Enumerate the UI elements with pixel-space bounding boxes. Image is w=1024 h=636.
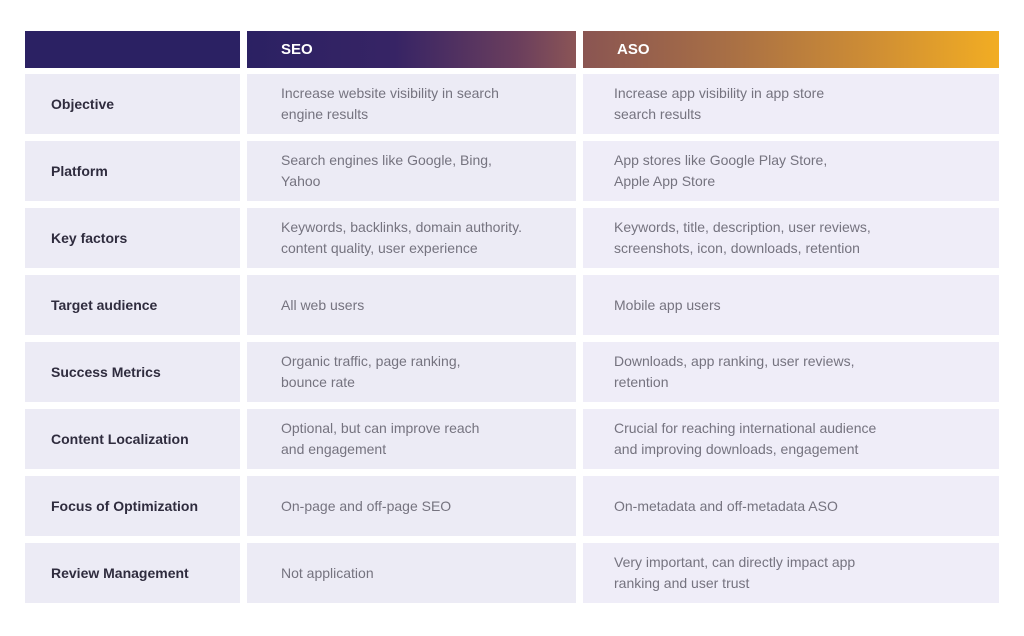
aso-cell: On-metadata and off-metadata ASO [583, 476, 999, 536]
row-label: Success Metrics [25, 342, 240, 402]
seo-cell: Search engines like Google, Bing, Yahoo [247, 141, 576, 201]
aso-cell: Downloads, app ranking, user reviews, re… [583, 342, 999, 402]
aso-cell: Mobile app users [583, 275, 999, 335]
table-row-content-localization: Content Localization Optional, but can i… [25, 409, 999, 469]
row-label: Target audience [25, 275, 240, 335]
header-aso-label: ASO [617, 41, 650, 58]
aso-cell: Crucial for reaching international audie… [583, 409, 999, 469]
header-corner-cell [25, 31, 240, 68]
seo-cell: Increase website visibility in search en… [247, 74, 576, 134]
seo-cell: Optional, but can improve reach and enga… [247, 409, 576, 469]
row-label: Content Localization [25, 409, 240, 469]
table-row-objective: Objective Increase website visibility in… [25, 74, 999, 134]
table-row-focus-of-optimization: Focus of Optimization On-page and off-pa… [25, 476, 999, 536]
aso-cell: Increase app visibility in app store sea… [583, 74, 999, 134]
table-row-success-metrics: Success Metrics Organic traffic, page ra… [25, 342, 999, 402]
seo-cell: All web users [247, 275, 576, 335]
table-row-platform: Platform Search engines like Google, Bin… [25, 141, 999, 201]
row-label: Key factors [25, 208, 240, 268]
row-label: Focus of Optimization [25, 476, 240, 536]
header-seo-label: SEO [281, 41, 313, 58]
table-row-key-factors: Key factors Keywords, backlinks, domain … [25, 208, 999, 268]
aso-cell: Keywords, title, description, user revie… [583, 208, 999, 268]
header-aso-cell: ASO [583, 31, 999, 68]
header-seo-cell: SEO [247, 31, 576, 68]
aso-cell: Very important, can directly impact app … [583, 543, 999, 603]
row-label: Review Management [25, 543, 240, 603]
table-row-target-audience: Target audience All web users Mobile app… [25, 275, 999, 335]
table-header-row: SEO ASO [25, 31, 999, 68]
seo-cell: On-page and off-page SEO [247, 476, 576, 536]
seo-cell: Not application [247, 543, 576, 603]
seo-cell: Organic traffic, page ranking, bounce ra… [247, 342, 576, 402]
row-label: Objective [25, 74, 240, 134]
seo-cell: Keywords, backlinks, domain authority. c… [247, 208, 576, 268]
table-row-review-management: Review Management Not application Very i… [25, 543, 999, 603]
aso-cell: App stores like Google Play Store, Apple… [583, 141, 999, 201]
row-label: Platform [25, 141, 240, 201]
comparison-table: SEO ASO Objective Increase website visib… [25, 31, 999, 610]
